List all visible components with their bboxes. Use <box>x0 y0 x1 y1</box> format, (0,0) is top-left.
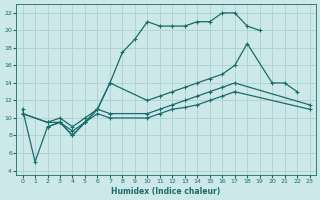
X-axis label: Humidex (Indice chaleur): Humidex (Indice chaleur) <box>111 187 221 196</box>
